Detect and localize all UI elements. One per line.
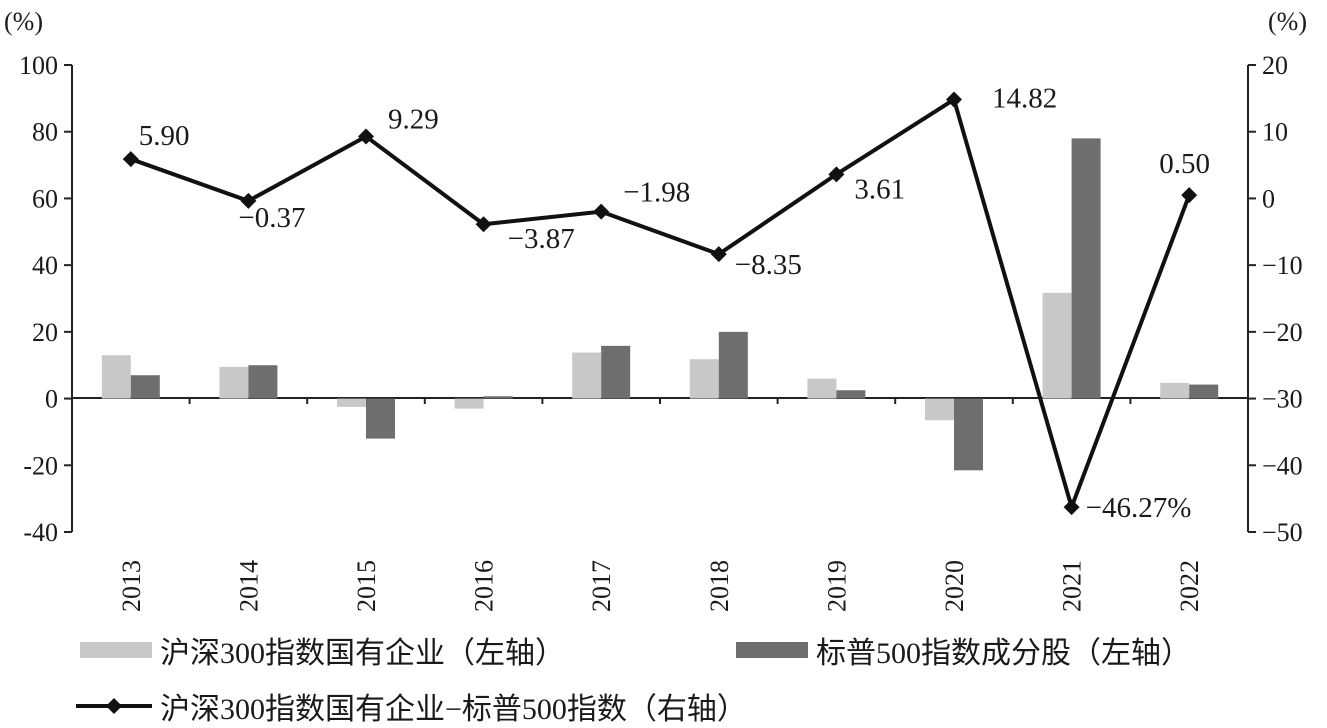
x-tick-label: 2014 bbox=[234, 560, 263, 612]
bar-soe bbox=[1042, 292, 1072, 399]
legend-label-diff: 沪深300指数国有企业−标普500指数（右轴） bbox=[160, 693, 747, 726]
left-tick-label: 100 bbox=[19, 51, 58, 80]
bar-soe bbox=[807, 378, 837, 399]
legend-swatch-dark bbox=[736, 642, 808, 658]
bar-sp500 bbox=[836, 390, 866, 399]
right-tick-label: 0 bbox=[1262, 184, 1275, 213]
x-tick-label: 2019 bbox=[822, 560, 851, 612]
diff-marker bbox=[122, 151, 139, 168]
x-tick-label: 2015 bbox=[352, 560, 381, 612]
left-tick-label: 80 bbox=[32, 118, 58, 147]
diff-marker bbox=[475, 216, 492, 233]
legend-item-sp500: 标普500指数成分股（左轴） bbox=[736, 628, 1191, 672]
bars bbox=[101, 138, 1219, 471]
bar-soe bbox=[337, 398, 366, 407]
bar-soe bbox=[1160, 382, 1190, 399]
left-tick-label: -20 bbox=[23, 451, 58, 480]
axes: 100806040200-20-4020100−10−20−30−40−50(%… bbox=[4, 7, 1307, 612]
bar-sp500 bbox=[718, 331, 748, 399]
bar-sp500 bbox=[130, 375, 160, 399]
data-label: −46.27% bbox=[1086, 492, 1192, 524]
bar-sp500 bbox=[601, 345, 631, 399]
diff-marker bbox=[946, 91, 962, 108]
data-label: −8.35 bbox=[735, 249, 802, 281]
left-tick-label: 0 bbox=[45, 385, 58, 414]
data-label: 3.61 bbox=[854, 173, 905, 205]
bar-sp500 bbox=[366, 398, 395, 439]
diff-marker bbox=[1181, 187, 1198, 204]
bar-sp500 bbox=[1071, 138, 1101, 399]
right-tick-label: −40 bbox=[1262, 451, 1303, 480]
bar-sp500 bbox=[483, 396, 513, 399]
right-tick-label: −50 bbox=[1262, 518, 1303, 547]
left-tick-label: 20 bbox=[32, 318, 58, 347]
data-label: 0.50 bbox=[1159, 148, 1210, 180]
x-tick-label: 2018 bbox=[705, 560, 734, 612]
line-series bbox=[122, 91, 1198, 516]
right-unit-label: (%) bbox=[1268, 7, 1307, 36]
left-tick-label: -40 bbox=[23, 518, 58, 547]
bar-soe bbox=[925, 398, 954, 421]
data-label: 14.82 bbox=[992, 83, 1057, 115]
x-tick-label: 2016 bbox=[470, 560, 499, 612]
data-label: −1.98 bbox=[623, 177, 690, 209]
legend-item-soe: 沪深300指数国有企业（左轴） bbox=[80, 628, 565, 672]
bar-sp500 bbox=[954, 398, 983, 471]
bar-sp500 bbox=[1189, 384, 1219, 399]
x-tick-label: 2020 bbox=[940, 560, 969, 612]
diff-line bbox=[130, 96, 1192, 514]
x-tick-label: 2022 bbox=[1175, 560, 1204, 612]
data-label: 9.29 bbox=[388, 103, 439, 135]
legend-label-sp500: 标普500指数成分股（左轴） bbox=[816, 637, 1191, 670]
legend-swatch-line bbox=[74, 696, 154, 716]
right-tick-label: −10 bbox=[1262, 251, 1303, 280]
left-unit-label: (%) bbox=[4, 7, 43, 36]
diff-marker bbox=[240, 192, 257, 209]
bar-sp500 bbox=[248, 365, 278, 399]
left-tick-label: 40 bbox=[32, 251, 58, 280]
diff-marker bbox=[1063, 499, 1080, 516]
legend-label-soe: 沪深300指数国有企业（左轴） bbox=[160, 637, 565, 670]
diff-marker bbox=[828, 166, 845, 183]
bar-soe bbox=[454, 398, 484, 409]
diff-marker bbox=[593, 203, 610, 220]
labels: 5.90 −0.37 9.29 −3.87 −1.98 −8.35 3.61 14.82 −46… bbox=[139, 83, 1210, 525]
right-tick-label: 20 bbox=[1262, 51, 1288, 80]
left-tick-label: 60 bbox=[32, 184, 58, 213]
data-label: −0.37 bbox=[238, 202, 305, 234]
legend-item-diff: 沪深300指数国有企业−标普500指数（右轴） bbox=[74, 684, 747, 728]
diff-marker bbox=[358, 128, 374, 145]
right-tick-label: −30 bbox=[1262, 385, 1303, 414]
x-tick-label: 2021 bbox=[1058, 560, 1087, 612]
bar-soe bbox=[219, 366, 249, 399]
right-tick-label: 10 bbox=[1262, 118, 1288, 147]
data-label: 5.90 bbox=[139, 120, 190, 152]
right-tick-label: −20 bbox=[1262, 318, 1303, 347]
x-tick-label: 2013 bbox=[117, 560, 146, 612]
data-label: −3.87 bbox=[508, 223, 575, 255]
diff-marker bbox=[710, 246, 727, 263]
x-tick-label: 2017 bbox=[587, 560, 616, 612]
bar-soe bbox=[101, 355, 131, 399]
bar-soe bbox=[689, 359, 719, 399]
legend-swatch-light bbox=[80, 642, 152, 658]
bar-soe bbox=[572, 352, 602, 399]
